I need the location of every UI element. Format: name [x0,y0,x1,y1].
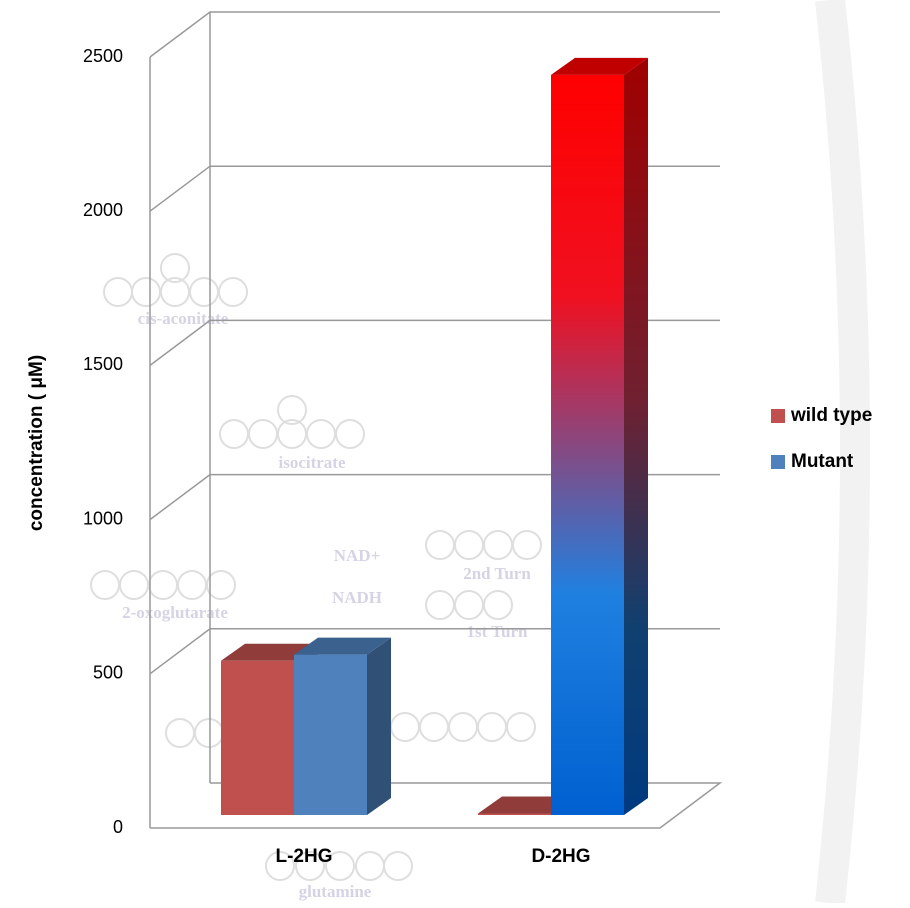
y-tick-label: 1000 [83,508,123,528]
legend-swatch [771,409,785,423]
decor-circle [132,278,160,306]
decor-circle [484,591,512,619]
decor-circle [307,420,335,448]
decor-circle [426,591,454,619]
watermark-label: glutamine [299,882,372,901]
x-tick-label: D-2HG [531,846,590,867]
decor-circle [120,571,148,599]
chart: cis-aconitate isocitrate 2-oxoglutarate NAD… [0,0,910,903]
watermark-label: 1st Turn [467,622,528,641]
decor-circle [449,713,477,741]
decor-circle [207,571,235,599]
decor-circle [195,719,223,747]
background-decoration: cis-aconitate isocitrate 2-oxoglutarate NAD… [91,0,855,903]
decor-circle [166,719,194,747]
bar-side [624,58,648,815]
bar [551,58,648,815]
bar-front [294,655,367,815]
x-tick-label: L-2HG [276,846,333,867]
decor-circle [149,571,177,599]
decor-circle [420,713,448,741]
bar-side [367,638,391,815]
y-tick-label: 0 [113,817,123,837]
decor-circle [249,420,277,448]
watermark-label: NAD+ [334,546,381,565]
decor-circle [455,531,483,559]
decor-circle [391,713,419,741]
decor-circle [190,278,218,306]
bar-front [221,661,294,815]
bar [294,638,391,815]
bar-front [551,75,624,815]
y-tick-label: 2500 [83,46,123,66]
legend-label: wild type [790,405,872,426]
decor-circle [219,278,247,306]
watermark-label: cis-aconitate [138,309,229,328]
watermark-label: NADH [332,588,382,607]
decor-circle [455,591,483,619]
decor-circle [104,278,132,306]
decor-circle [336,420,364,448]
decor-circle [91,571,119,599]
y-tick-label: 500 [93,663,123,683]
y-tick-label: 2000 [83,200,123,220]
decor-circle [356,852,384,880]
y-tick-label: 1500 [83,354,123,374]
grid-line [150,12,720,57]
bar-front [478,813,551,815]
watermark-label: 2-oxoglutarate [122,603,228,622]
decor-circle [513,531,541,559]
decor-circle [178,571,206,599]
decor-circle [426,531,454,559]
decor-circle [478,713,506,741]
watermark-label: isocitrate [278,453,345,472]
decor-circle [384,852,412,880]
decor-circle [220,420,248,448]
y-axis-title: concentration ( μM) [26,355,47,531]
watermark-label: 2nd Turn [463,564,531,583]
legend-swatch [771,455,785,469]
decor-circle [507,713,535,741]
legend-label: Mutant [791,451,854,472]
decor-circle [484,531,512,559]
